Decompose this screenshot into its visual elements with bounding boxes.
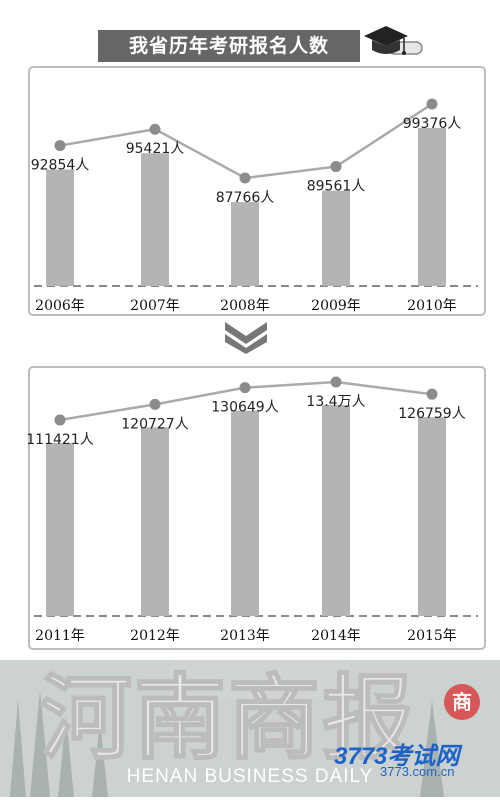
data-point-2011年 — [54, 414, 66, 426]
footer-subtitle: HENAN BUSINESS DAILY — [126, 766, 374, 787]
data-point-2007年 — [149, 123, 161, 135]
x-tick-label: 2009年 — [311, 298, 361, 314]
data-label: 111421人 — [26, 432, 93, 448]
x-tick-label: 2011年 — [35, 628, 85, 644]
data-label: 89561人 — [307, 179, 366, 195]
data-label: 99376人 — [403, 116, 462, 132]
site-url: 3773.com.cn — [380, 764, 455, 779]
data-point-2009年 — [330, 161, 342, 173]
footer-watermark — [0, 660, 500, 797]
x-tick-label: 2015年 — [407, 628, 457, 644]
title-bar: 我省历年考研报名人数 — [98, 30, 360, 62]
double-chevron-down-icon — [225, 322, 267, 354]
footer-title: 河南商报 — [39, 664, 417, 772]
x-tick-label: 2012年 — [130, 628, 180, 644]
site-logo: 3773考试网 — [334, 743, 460, 770]
bar-2013年 — [231, 410, 259, 616]
bar-2010年 — [418, 128, 446, 286]
data-point-2015年 — [426, 388, 438, 400]
x-tick-label: 2013年 — [220, 628, 270, 644]
data-point-2012年 — [149, 398, 161, 410]
data-point-2006年 — [54, 140, 66, 152]
data-label: 130649人 — [211, 400, 278, 416]
bar-2012年 — [141, 427, 169, 616]
bar-2011年 — [46, 443, 74, 616]
bar-2014年 — [322, 405, 350, 616]
data-point-2010年 — [426, 98, 438, 110]
x-tick-label: 2008年 — [220, 298, 270, 314]
data-point-2008年 — [239, 172, 251, 184]
graduation-cap-icon — [364, 26, 423, 55]
data-point-2013年 — [239, 382, 251, 394]
data-point-2014年 — [330, 376, 342, 388]
bar-2015年 — [418, 417, 446, 616]
data-label: 92854人 — [31, 158, 90, 174]
x-tick-label: 2010年 — [407, 298, 457, 314]
data-label: 87766人 — [216, 190, 275, 206]
x-tick-label: 2006年 — [35, 298, 85, 314]
bar-2006年 — [46, 169, 74, 286]
brand-seal: 商 — [444, 684, 480, 720]
data-label: 120727人 — [121, 416, 188, 432]
x-tick-label: 2014年 — [311, 628, 361, 644]
data-label: 95421人 — [126, 141, 185, 157]
data-label: 126759人 — [398, 406, 465, 422]
bar-2009年 — [322, 190, 350, 286]
chart-title: 我省历年考研报名人数 — [128, 35, 329, 57]
x-tick-label: 2007年 — [130, 298, 180, 314]
bar-2008年 — [231, 202, 259, 286]
bar-2007年 — [141, 153, 169, 286]
data-label: 13.4万人 — [306, 394, 365, 410]
